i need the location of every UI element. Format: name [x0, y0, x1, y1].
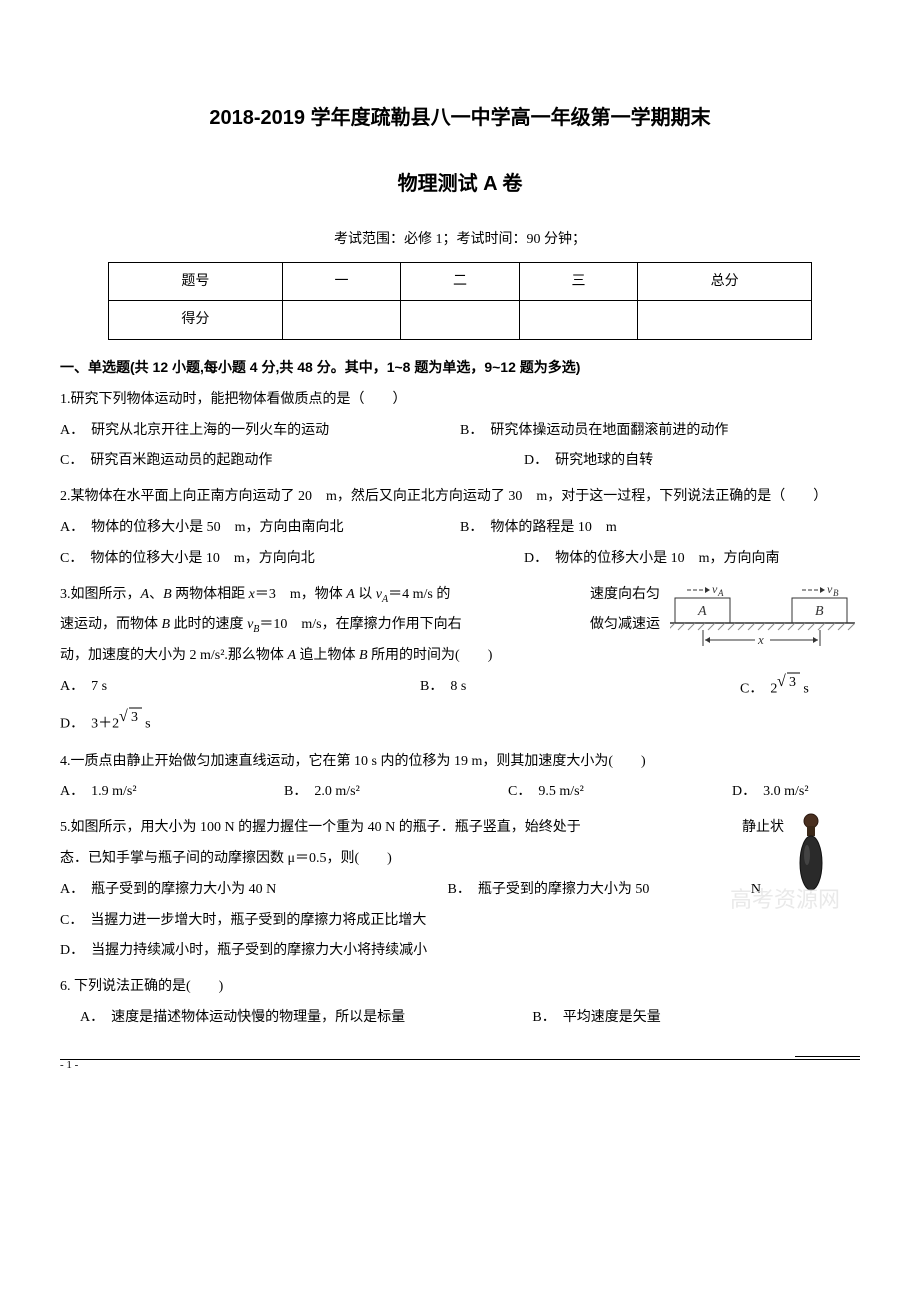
option-c: C． 9.5 m/s²	[508, 777, 732, 808]
option-a: A． 物体的位移大小是 50 m，方向由南向北	[60, 513, 460, 544]
question-text: 2.某物体在水平面上向正南方向运动了 20 m，然后又向正北方向运动了 30 m…	[60, 482, 860, 513]
svg-text:A: A	[717, 588, 724, 598]
svg-text:x: x	[757, 632, 764, 647]
option-c: C． 2√3s	[740, 672, 860, 707]
options: A． 物体的位移大小是 50 m，方向由南向北 B． 物体的路程是 10 m C…	[60, 513, 860, 575]
table-cell	[519, 301, 637, 339]
table-row: 得分	[109, 301, 812, 339]
svg-text:3: 3	[789, 675, 796, 690]
bottle-image-icon	[797, 813, 825, 904]
text: B． 瓶子受到的摩擦力大小为 50	[448, 882, 650, 897]
exam-info: 考试范围：必修 1；考试时间：90 分钟；	[60, 227, 860, 252]
options: A． 瓶子受到的摩擦力大小为 40 N B． 瓶子受到的摩擦力大小为 50 N …	[60, 875, 860, 967]
options: A． 速度是描述物体运动快慢的物理量，所以是标量 B． 平均速度是矢量	[60, 1003, 860, 1034]
text-wrap: 做匀减速运	[590, 610, 660, 641]
text: 速运动，而物体	[60, 617, 162, 632]
option-c: C． 当握力进一步增大时，瓶子受到的摩擦力将成正比增大	[60, 906, 860, 937]
table-cell: 得分	[109, 301, 283, 339]
table-cell: 一	[282, 263, 400, 301]
text: ＝4 m/s 的	[388, 587, 450, 602]
footer-line	[795, 1056, 860, 1057]
option-a: A． 研究从北京开往上海的一列火车的运动	[60, 416, 460, 447]
option-d: D． 3＋2√3s	[60, 707, 860, 742]
option-d: D． 当握力持续减小时，瓶子受到的摩擦力大小将持续减小	[60, 936, 860, 967]
sqrt3-icon: √3	[119, 704, 145, 739]
svg-text:A: A	[697, 604, 707, 619]
question-2: 2.某物体在水平面上向正南方向运动了 20 m，然后又向正北方向运动了 30 m…	[60, 482, 860, 574]
question-text: 5.如图所示，用大小为 100 N 的握力握住一个重为 40 N 的瓶子．瓶子竖…	[60, 820, 581, 835]
text-wrap: 速度向右匀	[590, 580, 660, 611]
text: 所用的时间为( )	[368, 648, 493, 663]
text: 追上物体	[296, 648, 359, 663]
text: C． 2	[740, 682, 777, 697]
question-text: 6. 下列说法正确的是( )	[60, 972, 860, 1003]
question-text-line2: 速运动，而物体 B 此时的速度 vB＝10 m/s，在摩擦力作用下向右	[60, 617, 462, 632]
option-c: C． 研究百米跑运动员的起跑动作	[60, 446, 524, 477]
table-cell: 二	[401, 263, 519, 301]
option-b: B． 2.0 m/s²	[284, 777, 508, 808]
question-5: 5.如图所示，用大小为 100 N 的握力握住一个重为 40 N 的瓶子．瓶子竖…	[60, 813, 860, 967]
text: ＝10 m/s，在摩擦力作用下向右	[259, 617, 461, 632]
question-text: 3.如图所示，A、B 两物体相距 x＝3 m，物体 A 以 vA＝4 m/s 的	[60, 587, 450, 602]
sqrt3-icon: √3	[777, 669, 803, 704]
exam-title-line1: 2018-2019 学年度疏勒县八一中学高一年级第一学期期末	[60, 100, 860, 136]
options: A． 研究从北京开往上海的一列火车的运动 B． 研究体操运动员在地面翻滚前进的动…	[60, 416, 860, 478]
text: 以	[355, 587, 376, 602]
q3-diagram: v A v B A B	[670, 580, 855, 661]
table-cell: 题号	[109, 263, 283, 301]
physics-diagram-icon: v A v B A B	[670, 580, 855, 648]
table-cell	[401, 301, 519, 339]
svg-text:√: √	[119, 708, 128, 725]
text: s	[803, 682, 808, 697]
table-cell	[638, 301, 812, 339]
question-4: 4.一质点由静止开始做匀加速直线运动，它在第 10 s 内的位移为 19 m，则…	[60, 747, 860, 809]
options: A． 7 s B． 8 s C． 2√3s D． 3＋2√3s	[60, 672, 860, 742]
score-table: 题号 一 二 三 总分 得分	[108, 262, 812, 339]
option-d: D． 研究地球的自转	[524, 446, 860, 477]
text: s	[145, 716, 150, 731]
text: ＝3 m，物体	[255, 587, 346, 602]
option-a: A． 7 s	[60, 672, 420, 707]
option-a: A． 速度是描述物体运动快慢的物理量，所以是标量	[80, 1003, 532, 1034]
question-3: v A v B A B	[60, 580, 860, 742]
option-b: B． 研究体操运动员在地面翻滚前进的动作	[460, 416, 860, 447]
table-cell: 总分	[638, 263, 812, 301]
section-header: 一、单选题(共 12 小题,每小题 4 分,共 48 分。其中，1~8 题为单选…	[60, 355, 860, 380]
table-cell: 三	[519, 263, 637, 301]
question-text: 1.研究下列物体运动时，能把物体看做质点的是（ ）	[60, 385, 860, 416]
exam-title-line2: 物理测试 A 卷	[60, 166, 860, 202]
option-b: B． 物体的路程是 10 m	[460, 513, 860, 544]
option-a: A． 1.9 m/s²	[60, 777, 284, 808]
question-6: 6. 下列说法正确的是( ) A． 速度是描述物体运动快慢的物理量，所以是标量 …	[60, 972, 860, 1034]
page-number: - 1 -	[60, 1056, 78, 1076]
svg-text:3: 3	[131, 710, 138, 725]
options: A． 1.9 m/s² B． 2.0 m/s² C． 9.5 m/s² D． 3…	[60, 777, 860, 808]
svg-text:B: B	[833, 588, 839, 598]
text: N	[751, 875, 761, 906]
svg-text:√: √	[777, 673, 786, 690]
question-text: 4.一质点由静止开始做匀加速直线运动，它在第 10 s 内的位移为 19 m，则…	[60, 747, 860, 778]
table-cell	[282, 301, 400, 339]
question-text-line3: 动，加速度的大小为 2 m/s².那么物体 A 追上物体 B 所用的时间为( )	[60, 648, 492, 663]
text-wrap: 静止状	[742, 813, 784, 844]
text: 3.如图所示，	[60, 587, 141, 602]
option-b: B． 平均速度是矢量	[532, 1003, 860, 1034]
option-b: B． 瓶子受到的摩擦力大小为 50	[448, 875, 650, 906]
option-d: D． 3.0 m/s²	[732, 777, 860, 808]
question-text-b: 态．已知手掌与瓶子间的动摩擦因数 μ＝0.5，则( )	[60, 851, 392, 866]
text: 两物体相距	[172, 587, 249, 602]
option-c: C． 物体的位移大小是 10 m，方向向北	[60, 544, 524, 575]
svg-text:B: B	[815, 604, 824, 619]
text: D． 3＋2	[60, 716, 119, 731]
page-footer: - 1 -	[60, 1059, 860, 1076]
option-d: D． 物体的位移大小是 10 m，方向向南	[524, 544, 860, 575]
question-1: 1.研究下列物体运动时，能把物体看做质点的是（ ） A． 研究从北京开往上海的一…	[60, 385, 860, 477]
table-row: 题号 一 二 三 总分	[109, 263, 812, 301]
option-b: B． 8 s	[420, 672, 740, 707]
option-a: A． 瓶子受到的摩擦力大小为 40 N	[60, 875, 444, 906]
text: 此时的速度	[170, 617, 247, 632]
text: 动，加速度的大小为 2 m/s².那么物体	[60, 648, 287, 663]
